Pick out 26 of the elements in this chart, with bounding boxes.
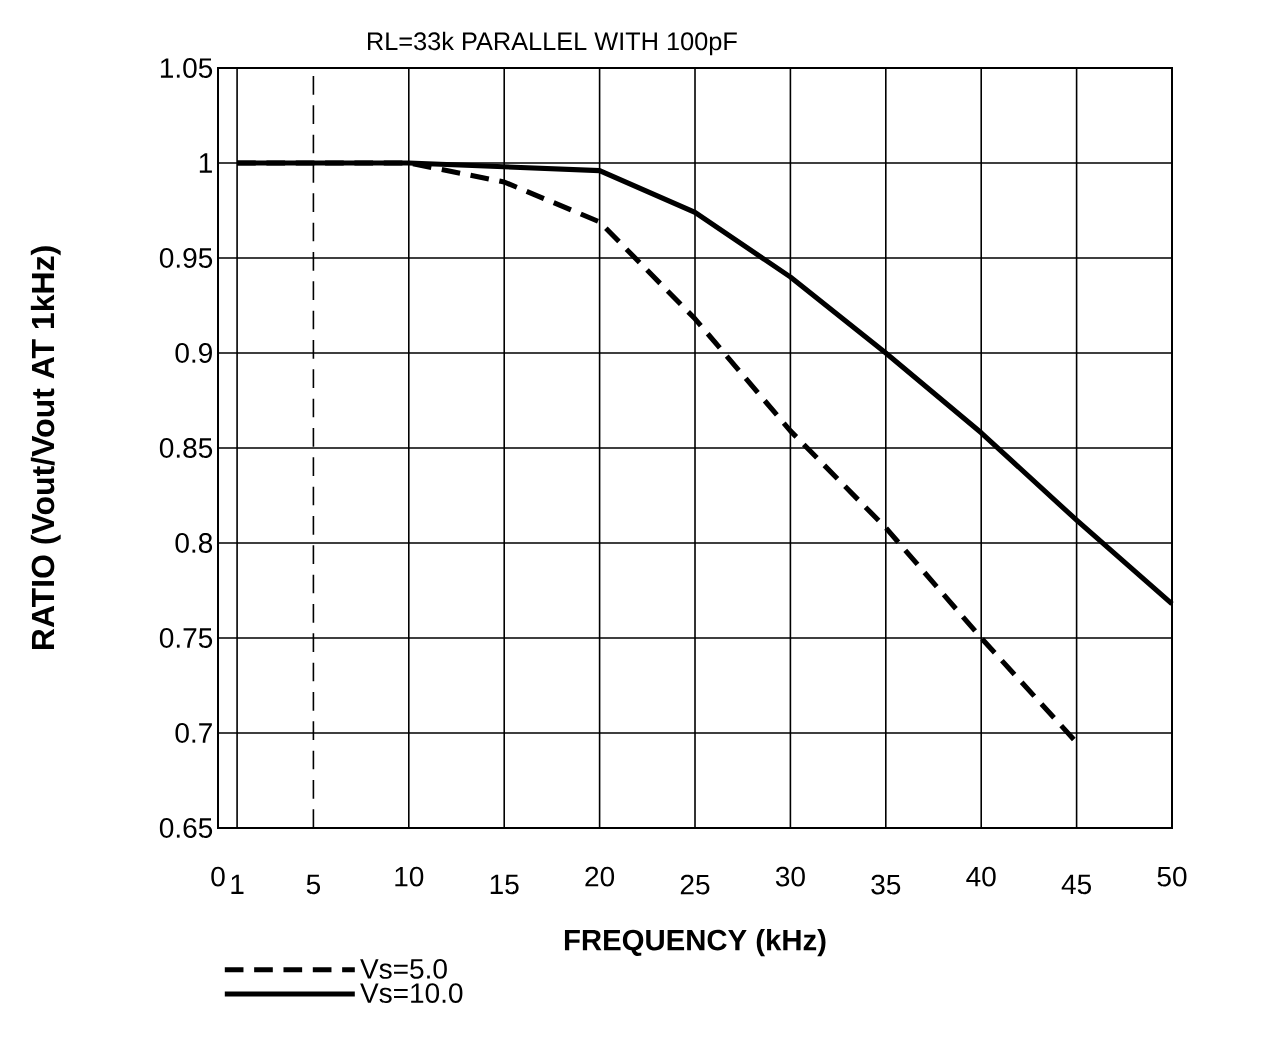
x-tick-label: 40 [966, 866, 996, 887]
x-tick-label: 10 [395, 866, 424, 887]
chart-title: RL=33k PARALLEL WITH 100pF [368, 31, 737, 56]
y-tick-label: 0.9 [175, 343, 212, 363]
legend-label: Vs=10.0 [360, 983, 463, 1004]
x-tick-label: 45 [1061, 874, 1091, 895]
x-tick-label: 1 [231, 874, 244, 894]
x-tick-label: 15 [490, 874, 519, 895]
x-axis-title: FREQUENCY (kHz) [564, 928, 826, 957]
y-tick-label: 1.05 [160, 58, 213, 78]
y-tick-label: 0.65 [159, 818, 213, 838]
y-tick-label: 0.7 [175, 723, 212, 743]
y-tick-label: 0.85 [159, 438, 213, 458]
y-tick-label: 1 [199, 153, 212, 173]
y-tick-label: 0.8 [175, 533, 213, 553]
x-tick-label: 50 [1157, 866, 1187, 887]
x-tick-label: 20 [585, 866, 615, 887]
y-tick-label: 0.75 [159, 628, 213, 648]
legend-label: Vs=5.0 [360, 958, 447, 979]
x-tick-label: 0 [211, 866, 225, 887]
y-tick-label: 0.95 [159, 248, 213, 268]
x-tick-label: 25 [680, 874, 710, 895]
y-axis-title: RATIO (Vout/Vout AT 1kHz) [30, 246, 61, 650]
x-tick-label: 30 [775, 866, 805, 887]
x-tick-label: 5 [306, 874, 321, 895]
x-tick-label: 35 [871, 874, 901, 895]
